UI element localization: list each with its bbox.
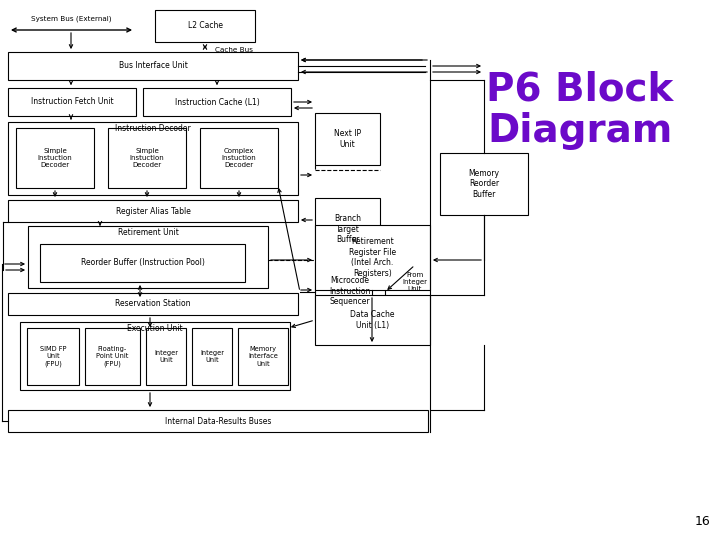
Bar (20, 322, 290, 390)
Text: P6 Block
Diagram: P6 Block Diagram (487, 71, 674, 150)
Text: Internal Data-Results Buses: Internal Data-Results Buses (165, 416, 271, 426)
Bar (155, 10, 255, 42)
Text: Cache Bus: Cache Bus (215, 47, 253, 53)
Text: From
Integer
Unit: From Integer Unit (402, 272, 428, 292)
Text: Execution Unit: Execution Unit (127, 324, 183, 333)
Text: Simple
Instuction
Decoder: Simple Instuction Decoder (130, 148, 164, 168)
Text: L2 Cache: L2 Cache (187, 22, 222, 30)
Bar (8, 293, 298, 315)
Bar (315, 262, 385, 320)
Bar (85, 328, 140, 385)
Bar (315, 225, 430, 290)
Text: Microcode
Instruction
Sequencer: Microcode Instruction Sequencer (329, 276, 371, 306)
Text: Data Cache
Unit (L1): Data Cache Unit (L1) (350, 310, 395, 330)
Text: Simple
Instuction
Decoder: Simple Instuction Decoder (37, 148, 73, 168)
Text: Instruction Cache (L1): Instruction Cache (L1) (175, 98, 259, 106)
Bar (315, 198, 380, 260)
Bar (8, 52, 298, 80)
Bar (8, 200, 298, 222)
Text: Branch
Target
Buffer: Branch Target Buffer (334, 214, 361, 244)
Bar (8, 410, 428, 432)
Bar (40, 244, 245, 282)
Bar (200, 128, 278, 188)
Text: Retirement
Register File
(Intel Arch.
Registers): Retirement Register File (Intel Arch. Re… (349, 238, 396, 278)
Bar (16, 128, 94, 188)
Text: Retirement Unit: Retirement Unit (117, 228, 179, 237)
Bar (8, 122, 298, 195)
Text: Bus Interface Unit: Bus Interface Unit (119, 62, 187, 71)
Text: Integer
Unit: Integer Unit (154, 350, 178, 363)
Bar (238, 328, 288, 385)
Bar (28, 226, 268, 288)
Bar (108, 128, 186, 188)
Text: Floating-
Point Unit
(FPU): Floating- Point Unit (FPU) (96, 346, 129, 367)
Bar (315, 295, 430, 345)
Bar (8, 88, 136, 116)
Bar (192, 328, 232, 385)
Bar (315, 113, 380, 165)
Text: Reservation Station: Reservation Station (115, 300, 191, 308)
Bar (440, 153, 528, 215)
Text: SIMD FP
Unit
(FPU): SIMD FP Unit (FPU) (40, 346, 66, 367)
Text: Instruction Decoder: Instruction Decoder (115, 124, 191, 133)
Text: Register Alias Table: Register Alias Table (116, 206, 190, 215)
Text: Complex
Instuction
Decoder: Complex Instuction Decoder (222, 148, 256, 168)
Text: Memory
Interface
Unit: Memory Interface Unit (248, 347, 278, 367)
Text: Integer
Unit: Integer Unit (200, 350, 224, 363)
Bar (27, 328, 79, 385)
Text: Next IP
Unit: Next IP Unit (334, 129, 361, 149)
Bar (146, 328, 186, 385)
Text: System Bus (External): System Bus (External) (31, 16, 112, 22)
Text: 16: 16 (694, 515, 710, 528)
Text: Instruction Fetch Unit: Instruction Fetch Unit (31, 98, 113, 106)
Bar (143, 88, 291, 116)
Text: Memory
Reorder
Buffer: Memory Reorder Buffer (469, 169, 500, 199)
Text: Reorder Buffer (Instruction Pool): Reorder Buffer (Instruction Pool) (81, 259, 204, 267)
